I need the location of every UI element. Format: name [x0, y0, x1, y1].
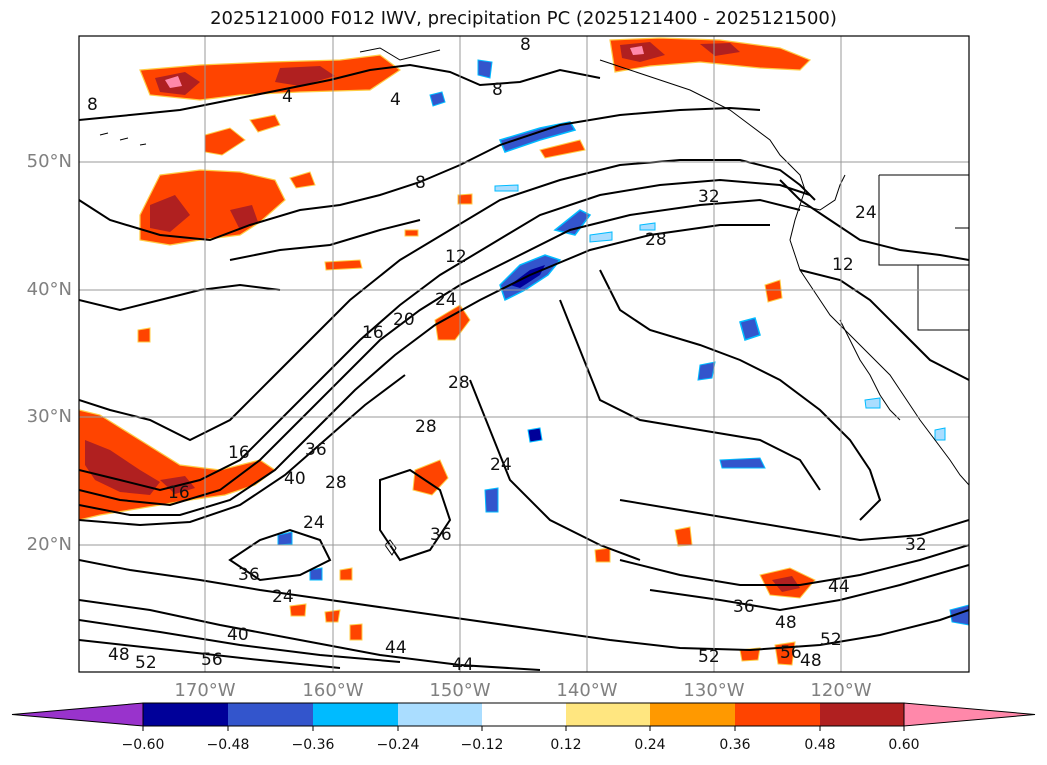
contour-label: 16 — [362, 323, 384, 343]
contour-label: 32 — [905, 535, 927, 555]
contour-label: 40 — [227, 625, 249, 645]
contour-label: 56 — [780, 643, 802, 663]
colorbar-tick-label: −0.24 — [376, 737, 420, 753]
contour-label: 56 — [201, 650, 223, 670]
contour-label: 24 — [855, 203, 877, 223]
contour-label: 8 — [415, 173, 426, 193]
contour-label: 44 — [452, 655, 474, 675]
lat-label: 20°N — [26, 534, 72, 555]
colorbar-bin — [482, 703, 566, 726]
contour-label: 44 — [385, 638, 407, 658]
lon-label: 170°W — [174, 680, 236, 701]
colorbar-bin — [820, 703, 904, 726]
lon-label: 130°W — [683, 680, 745, 701]
colorbar-bin — [735, 703, 820, 726]
contour-label: 52 — [820, 630, 842, 650]
contour-label: 52 — [698, 647, 720, 667]
graticule-layer — [79, 36, 969, 672]
lon-label: 140°W — [556, 680, 618, 701]
contour-label: 48 — [775, 613, 797, 633]
colorbar-tick-label: 0.48 — [804, 737, 836, 753]
coastline-layer — [99, 47, 969, 556]
colorbar-tick-label: 0.36 — [719, 737, 751, 753]
lat-label: 40°N — [26, 279, 72, 300]
contour-label: 28 — [645, 230, 667, 250]
contour-label: 36 — [238, 565, 260, 585]
contour-label: 36 — [733, 597, 755, 617]
colorbar-tick-label: −0.48 — [206, 737, 250, 753]
contour-label: 24 — [490, 455, 512, 475]
contour-label: 8 — [492, 80, 503, 100]
contour-label: 36 — [430, 525, 452, 545]
colorbar-bin — [566, 703, 650, 726]
colorbar-bin — [398, 703, 482, 726]
colorbar-tick-label: 0.24 — [634, 737, 666, 753]
contour-label: 52 — [135, 653, 157, 673]
colorbar-tick-label: −0.12 — [460, 737, 504, 753]
map-border — [78, 35, 970, 673]
colorbar — [11, 702, 1036, 731]
contour-label: 8 — [87, 95, 98, 115]
lat-label: 30°N — [26, 406, 72, 427]
colorbar-bin — [228, 703, 313, 726]
contour-label: 48 — [108, 645, 130, 665]
lon-label: 120°W — [810, 680, 872, 701]
contour-label: 12 — [445, 247, 467, 267]
contour-label: 4 — [282, 87, 293, 107]
contour-label: 16 — [228, 443, 250, 463]
contour-label: 28 — [448, 373, 470, 393]
contour-label: 44 — [828, 577, 850, 597]
contour-label: 40 — [284, 469, 306, 489]
contour-label: 24 — [303, 513, 325, 533]
contour-label-layer: 8 4 4 8 8 12 16 20 24 28 28 32 24 12 16 … — [87, 35, 927, 675]
contour-label: 8 — [520, 35, 531, 55]
colorbar-over-arrow — [903, 702, 1036, 727]
contour-label: 28 — [325, 473, 347, 493]
contour-label: 32 — [698, 187, 720, 207]
contour-label: 4 — [390, 90, 401, 110]
contour-label: 28 — [415, 417, 437, 437]
contour-label: 16 — [168, 483, 190, 503]
contour-label: 20 — [393, 310, 415, 330]
contour-label: 12 — [832, 255, 854, 275]
colorbar-bin — [143, 703, 228, 726]
lon-label: 150°W — [429, 680, 491, 701]
colorbar-tick-label: −0.60 — [121, 737, 165, 753]
colorbar-tick-label: −0.36 — [291, 737, 335, 753]
contour-label: 48 — [800, 651, 822, 671]
lat-label: 50°N — [26, 151, 72, 172]
contour-label: 24 — [272, 587, 294, 607]
contour-label: 36 — [305, 440, 327, 460]
colorbar-under-arrow — [11, 702, 144, 727]
contour-label: 24 — [435, 290, 457, 310]
colorbar-bin — [650, 703, 735, 726]
colorbar-bin — [313, 703, 398, 726]
colorbar-tick-label: 0.60 — [888, 737, 920, 753]
colorbar-tick-label: 0.12 — [550, 737, 582, 753]
map-title: 2025121000 F012 IWV, precipitation PC (2… — [210, 8, 837, 29]
lon-label: 160°W — [302, 680, 364, 701]
